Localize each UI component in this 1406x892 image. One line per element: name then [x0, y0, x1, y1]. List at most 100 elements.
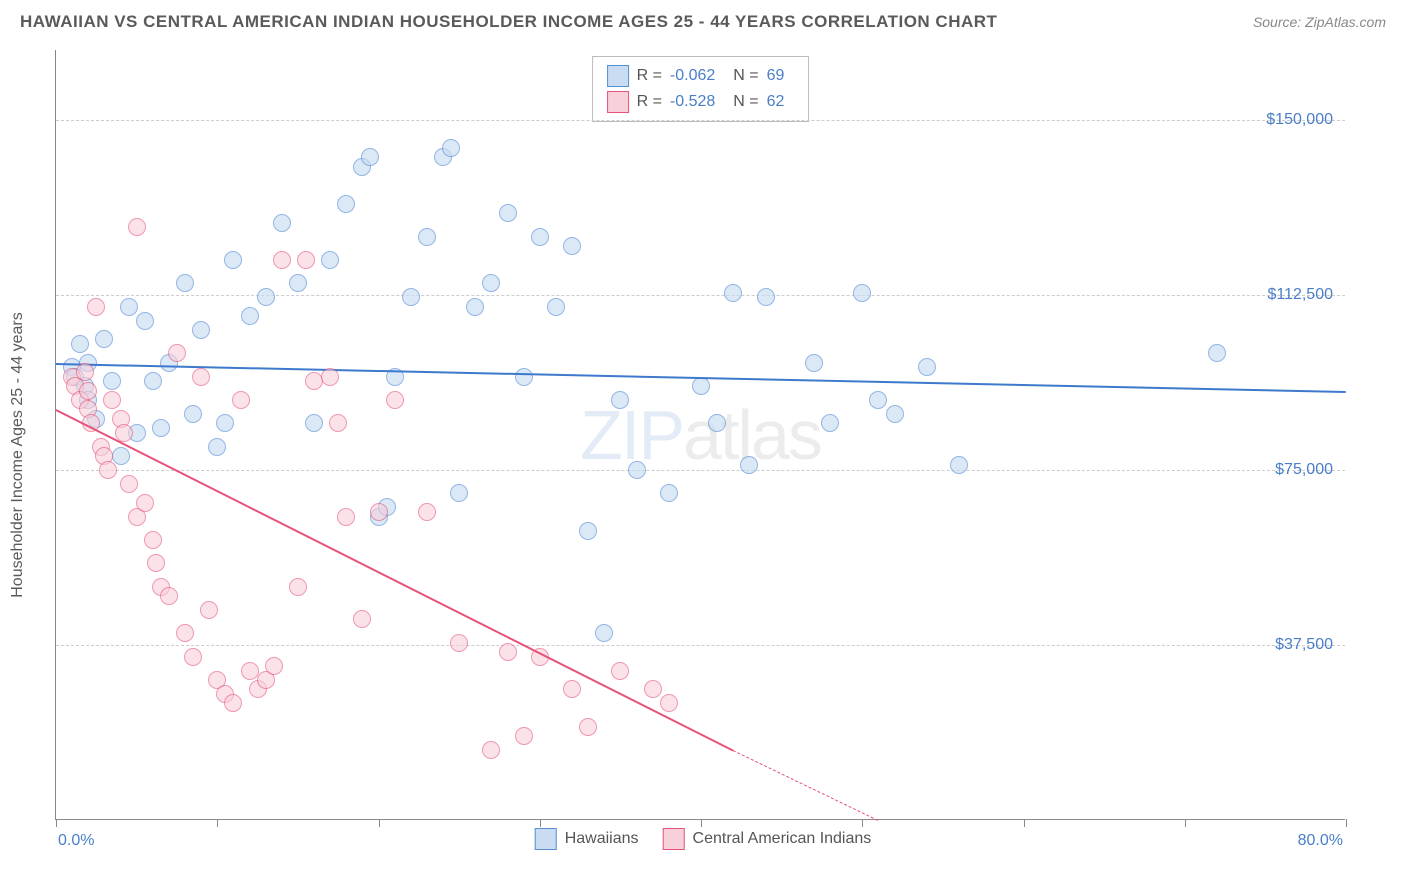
data-point [918, 358, 936, 376]
data-point [112, 447, 130, 465]
data-point [628, 461, 646, 479]
data-point [611, 662, 629, 680]
data-point [418, 503, 436, 521]
data-point [120, 298, 138, 316]
y-tick-label: $75,000 [1275, 461, 1333, 479]
data-point [128, 218, 146, 236]
data-point [176, 274, 194, 292]
data-point [224, 251, 242, 269]
data-point [708, 414, 726, 432]
correlation-stats-box: R =-0.062N =69R =-0.528N =62 [592, 56, 810, 122]
data-point [76, 363, 94, 381]
x-tick [379, 819, 380, 827]
data-point [208, 438, 226, 456]
r-label: R = [637, 93, 662, 111]
n-label: N = [733, 93, 758, 111]
data-point [337, 195, 355, 213]
data-point [120, 475, 138, 493]
data-point [232, 391, 250, 409]
r-value: -0.528 [670, 93, 715, 111]
data-point [257, 288, 275, 306]
data-point [136, 494, 154, 512]
data-point [329, 414, 347, 432]
n-value: 62 [767, 93, 785, 111]
r-value: -0.062 [670, 67, 715, 85]
data-point [402, 288, 420, 306]
data-point [757, 288, 775, 306]
data-point [950, 456, 968, 474]
chart-header: HAWAIIAN VS CENTRAL AMERICAN INDIAN HOUS… [0, 0, 1406, 40]
x-tick [1185, 819, 1186, 827]
data-point [95, 330, 113, 348]
data-point [289, 578, 307, 596]
x-tick [862, 819, 863, 827]
data-point [184, 405, 202, 423]
legend-item: Hawaiians [535, 828, 639, 850]
data-point [321, 251, 339, 269]
data-point [103, 372, 121, 390]
source-attribution: Source: ZipAtlas.com [1253, 14, 1386, 30]
data-point [482, 274, 500, 292]
x-axis-start-label: 0.0% [58, 832, 94, 850]
x-tick [217, 819, 218, 827]
data-point [353, 610, 371, 628]
chart-area: Householder Income Ages 25 - 44 years ZI… [0, 40, 1406, 870]
data-point [192, 368, 210, 386]
data-point [216, 414, 234, 432]
data-point [99, 461, 117, 479]
gridline [56, 120, 1345, 121]
x-axis-end-label: 80.0% [1298, 832, 1343, 850]
data-point [450, 634, 468, 652]
data-point [531, 228, 549, 246]
data-point [450, 484, 468, 502]
n-label: N = [733, 67, 758, 85]
data-point [241, 307, 259, 325]
data-point [886, 405, 904, 423]
x-tick [56, 819, 57, 827]
data-point [160, 587, 178, 605]
gridline [56, 295, 1345, 296]
legend-label: Hawaiians [565, 830, 639, 848]
chart-title: HAWAIIAN VS CENTRAL AMERICAN INDIAN HOUS… [20, 12, 997, 32]
data-point [305, 414, 323, 432]
data-point [515, 727, 533, 745]
data-point [136, 312, 154, 330]
data-point [692, 377, 710, 395]
data-point [563, 237, 581, 255]
data-point [418, 228, 436, 246]
data-point [87, 298, 105, 316]
data-point [660, 484, 678, 502]
y-tick-label: $37,500 [1275, 636, 1333, 654]
data-point [192, 321, 210, 339]
legend-label: Central American Indians [693, 830, 872, 848]
x-tick [701, 819, 702, 827]
gridline [56, 645, 1345, 646]
data-point [482, 741, 500, 759]
legend-swatch [607, 91, 629, 113]
data-point [805, 354, 823, 372]
legend-swatch [607, 65, 629, 87]
data-point [515, 368, 533, 386]
data-point [147, 554, 165, 572]
data-point [176, 624, 194, 642]
data-point [386, 391, 404, 409]
gridline [56, 470, 1345, 471]
stats-row: R = -0.528 N = 62 [607, 89, 795, 115]
y-tick-label: $150,000 [1266, 111, 1333, 129]
data-point [499, 204, 517, 222]
data-point [273, 214, 291, 232]
data-point [579, 718, 597, 736]
data-point [361, 148, 379, 166]
data-point [152, 419, 170, 437]
data-point [724, 284, 742, 302]
data-point [79, 382, 97, 400]
data-point [297, 251, 315, 269]
legend-item: Central American Indians [663, 828, 872, 850]
data-point [144, 372, 162, 390]
data-point [853, 284, 871, 302]
trend-line [733, 750, 879, 821]
scatter-plot: ZIPatlas R =-0.062N =69R =-0.528N =62 $3… [55, 50, 1345, 820]
data-point [466, 298, 484, 316]
data-point [71, 335, 89, 353]
legend-swatch [535, 828, 557, 850]
